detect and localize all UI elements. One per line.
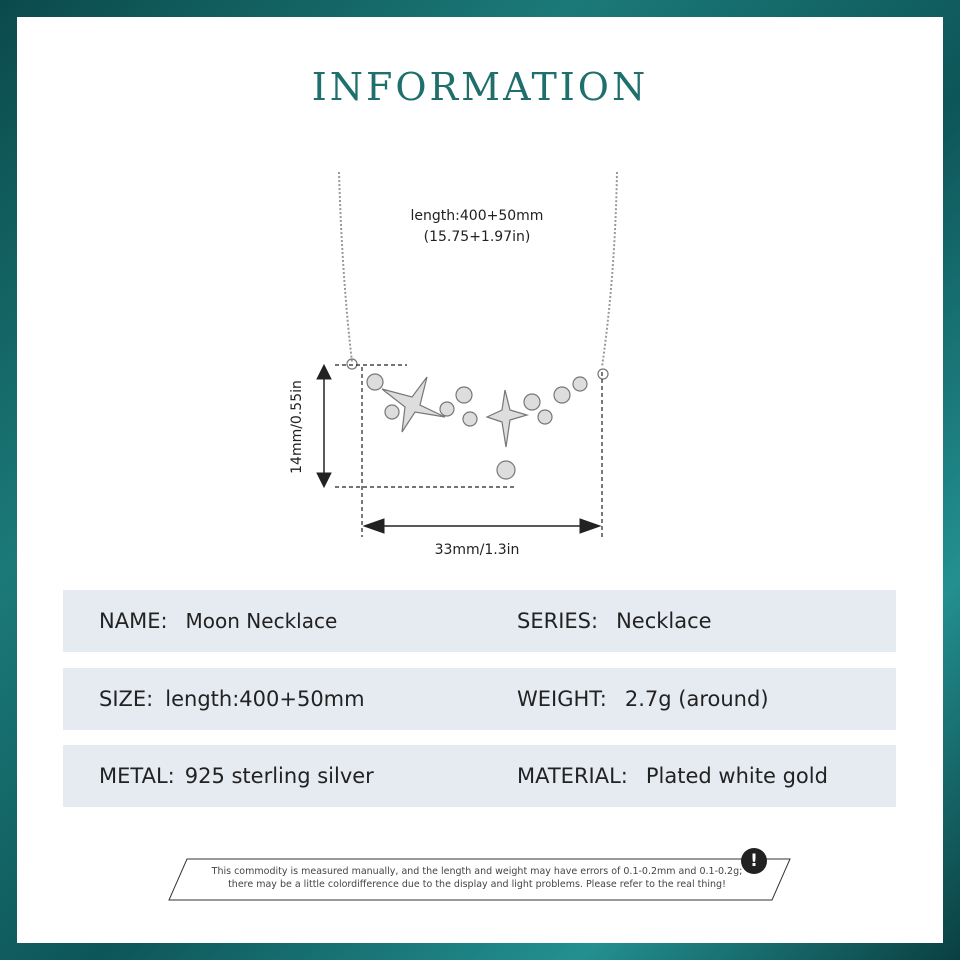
width-arrow <box>362 518 602 534</box>
spec-label: METAL: <box>99 764 175 788</box>
note-frame <box>168 858 791 901</box>
spec-value: 2.7g (around) <box>624 687 769 711</box>
spec-value: Moon Necklace <box>185 609 338 633</box>
dimension-lines <box>335 364 603 537</box>
necklace-pendant <box>346 358 609 480</box>
necklace-chain <box>338 171 618 368</box>
page-title: INFORMATION <box>311 65 649 109</box>
necklace-diagram <box>168 171 791 901</box>
note-line-1: This commodity is measured manually, and… <box>211 866 743 877</box>
spec-label: SERIES: <box>517 609 599 633</box>
spec-row: NAME: Moon Necklace SERIES: Necklace <box>63 590 896 652</box>
disclaimer-note: This commodity is measured manually, and… <box>167 857 787 901</box>
info-card: INFORMATION <box>17 17 943 943</box>
spec-value: length:400+50mm <box>165 687 365 711</box>
height-arrow <box>316 363 332 489</box>
spec-label: NAME: <box>99 609 168 633</box>
spec-label: WEIGHT: <box>517 687 607 711</box>
length-label-mm: length:400+50mm <box>410 208 544 224</box>
spec-label: MATERIAL: <box>517 764 628 788</box>
width-label: 33mm/1.3in <box>434 542 520 558</box>
spec-row: SIZE: length:400+50mm WEIGHT: 2.7g (around… <box>63 668 896 730</box>
spec-row: METAL: 925 sterling silver MATERIAL: Plate… <box>63 745 896 807</box>
height-label: 14mm/0.55in <box>289 380 305 474</box>
spec-value: Necklace <box>616 609 712 633</box>
length-label-in: (15.75+1.97in) <box>423 229 531 245</box>
note-line-2: there may be a little colordifference du… <box>228 879 726 890</box>
spec-value: 925 sterling silver <box>184 764 374 788</box>
spec-value: Plated white gold <box>645 764 828 788</box>
spec-label: SIZE: <box>99 687 154 711</box>
exclamation-icon: ! <box>741 848 767 874</box>
